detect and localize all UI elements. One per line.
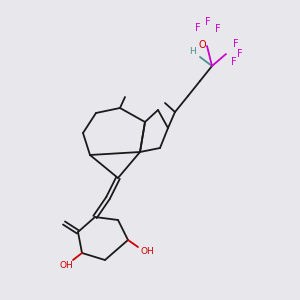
Text: O: O xyxy=(198,40,206,50)
Text: F: F xyxy=(231,57,237,67)
Text: F: F xyxy=(233,39,239,49)
Text: F: F xyxy=(205,17,211,27)
Text: F: F xyxy=(195,23,201,33)
Text: H: H xyxy=(189,47,195,56)
Text: F: F xyxy=(215,24,221,34)
Text: F: F xyxy=(237,49,243,59)
Text: OH: OH xyxy=(59,260,73,269)
Text: OH: OH xyxy=(140,247,154,256)
